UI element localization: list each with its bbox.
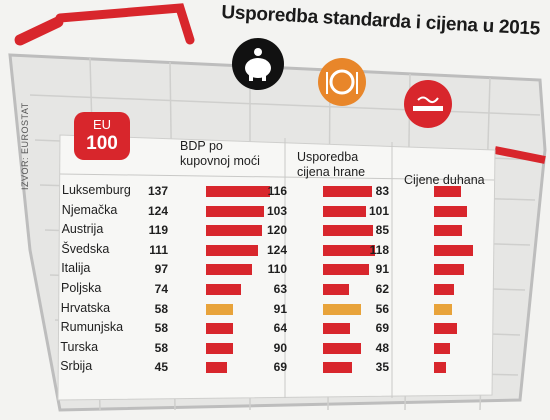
bar (206, 303, 233, 315)
bar (323, 323, 350, 335)
data-label: 110 (267, 262, 287, 277)
source-label: IZVOR: EUROSTAT (20, 102, 30, 190)
country-label: Rumunjska (60, 320, 124, 335)
bar (434, 244, 473, 256)
bar (206, 342, 233, 354)
country-label: Italija (61, 261, 91, 276)
data-label: 58 (154, 321, 168, 336)
data-label: 91 (375, 262, 389, 277)
bar (206, 362, 227, 374)
data-label: 58 (154, 301, 168, 316)
data-label: 48 (375, 340, 389, 355)
country-label: Poljska (61, 281, 102, 295)
data-label: 64 (273, 321, 287, 336)
bar (323, 205, 366, 217)
food-plate-icon (318, 58, 366, 106)
data-label: 74 (154, 282, 168, 296)
eu-reference-badge: EU 100 (74, 112, 130, 160)
cigarette-icon (404, 80, 452, 128)
bar (434, 362, 446, 374)
data-label: 124 (266, 242, 287, 257)
column-header-food: Usporedba cijena hrane (297, 150, 366, 179)
data-label: 124 (147, 203, 168, 218)
country-label: Njemačka (61, 202, 118, 217)
bar (323, 284, 349, 295)
data-label: 119 (148, 223, 168, 238)
bar (434, 264, 464, 276)
bar (206, 323, 233, 335)
country-label: Švedska (61, 241, 110, 256)
bar (323, 264, 369, 276)
country-label: Luksemburg (62, 183, 131, 197)
data-label: 45 (154, 360, 168, 375)
bar (434, 284, 454, 295)
data-label: 103 (266, 203, 287, 218)
bar (323, 342, 361, 354)
bar (434, 225, 462, 237)
data-label: 137 (147, 184, 168, 198)
data-label: 56 (375, 301, 389, 316)
table-panel (57, 134, 496, 401)
column-header-gdp: BDP po kupovnoj moći (180, 139, 260, 168)
bar (206, 186, 270, 197)
bar (434, 342, 450, 354)
eu-label: EU (92, 117, 112, 132)
cart-handle (55, 3, 195, 45)
data-label: 83 (375, 184, 389, 198)
data-label: 85 (375, 223, 389, 238)
data-label: 101 (368, 203, 389, 218)
bar (434, 303, 452, 315)
piggy-bank-icon (232, 38, 284, 90)
eu-index-value: 100 (86, 133, 118, 154)
country-label: Srbija (60, 359, 93, 374)
country-label: Turska (60, 339, 99, 354)
header-divider (59, 173, 495, 181)
data-label: 63 (273, 282, 287, 296)
data-label: 69 (375, 321, 389, 336)
data-label: 62 (375, 282, 389, 296)
bar (323, 186, 372, 197)
bar (434, 186, 461, 197)
data-label: 116 (267, 184, 287, 198)
bar (323, 362, 352, 374)
data-label: 118 (369, 242, 389, 257)
column-header-tobacco: Cijene duhana (404, 173, 485, 187)
country-label: Hrvatska (60, 300, 111, 315)
bar (206, 284, 241, 295)
bar (206, 244, 258, 256)
country-label: Austrija (61, 222, 104, 237)
data-label: 58 (154, 340, 168, 355)
bar (323, 303, 361, 315)
data-label: 91 (273, 301, 287, 316)
bar (323, 225, 373, 237)
data-label: 90 (273, 340, 287, 355)
bar (206, 205, 264, 217)
bar (206, 225, 262, 237)
cart-handle-grip (14, 16, 64, 46)
bar (206, 264, 252, 276)
bar (434, 205, 467, 217)
cart-rim (494, 146, 546, 164)
data-label: 35 (375, 360, 389, 375)
data-label: 69 (273, 360, 287, 375)
bar (434, 323, 457, 335)
data-label: 97 (154, 262, 168, 277)
data-label: 120 (266, 223, 287, 238)
data-label: 111 (149, 242, 168, 257)
bar (323, 244, 375, 256)
